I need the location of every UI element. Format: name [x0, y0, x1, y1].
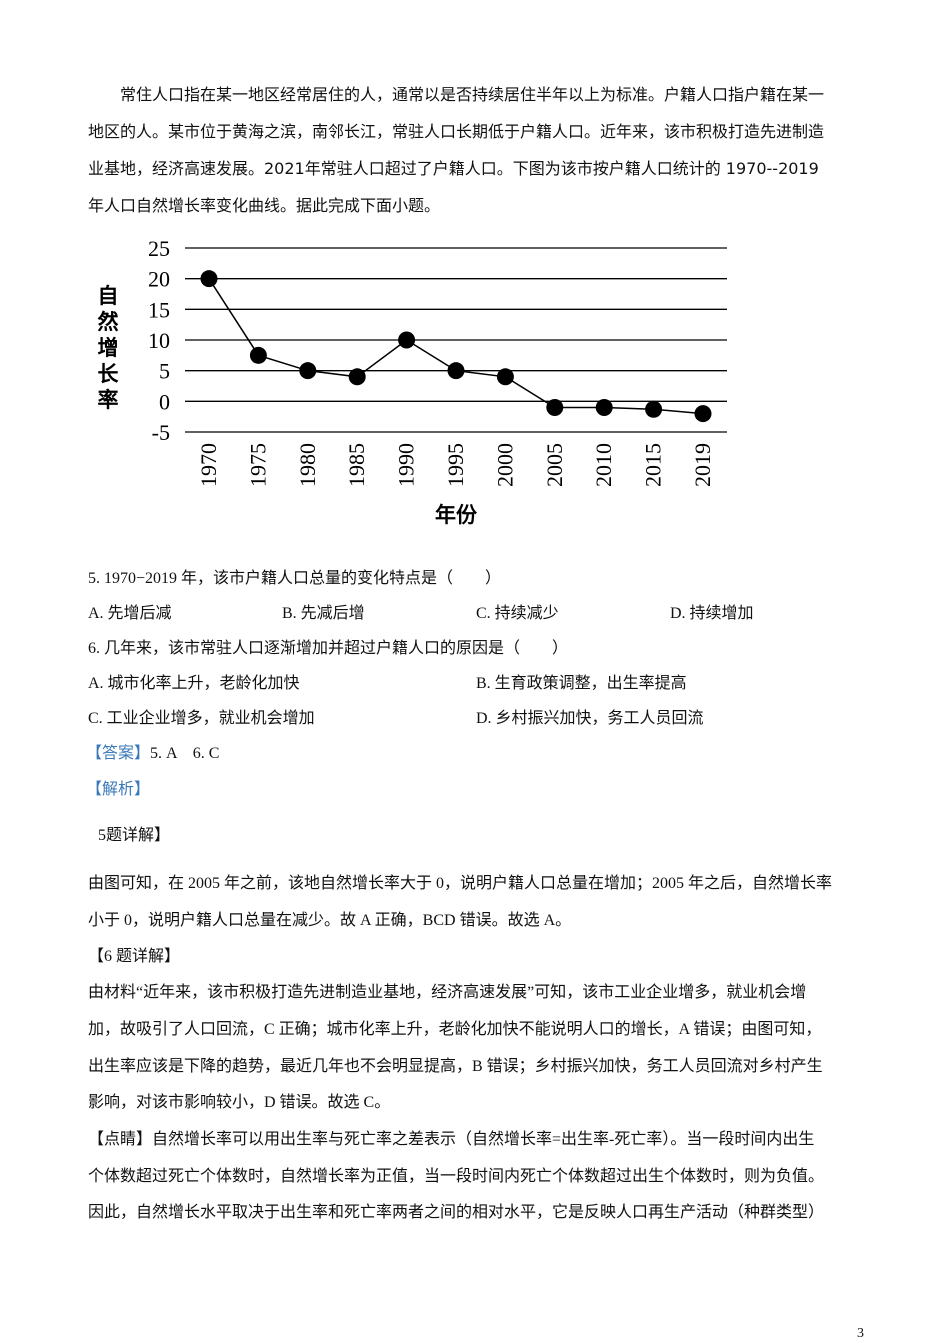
detail6-heading: 【6 题详解】: [88, 948, 181, 965]
y-tick-label: 0: [159, 389, 170, 414]
q5-option-b: B. 先减后增: [282, 605, 365, 622]
data-point-1990: [398, 331, 416, 349]
series-line: [208, 278, 704, 415]
q5-option-a: A. 先增后减: [88, 605, 172, 622]
y-tick-label: 5: [159, 359, 170, 384]
q6-option-a: A. 城市化率上升，老龄化加快: [88, 675, 300, 692]
tip-line: 【点睛】自然增长率可以用出生率与死亡率之差表示（自然增长率=出生率-死亡率）。当…: [88, 1131, 815, 1148]
q5-stem: 5. 1970−2019 年，该市户籍人口总量的变化特点是（ ）: [88, 570, 502, 587]
x-tick-label: 2000: [492, 443, 517, 487]
intro-line: 地区的人。某市位于黄海之滨，南邻长江，常驻人口长期低于户籍人口。近年来，该市积极…: [88, 122, 825, 141]
detail6-line: 出生率应该是下降的趋势，最近几年也不会明显提高，B 错误；乡村振兴加快，务工人员…: [88, 1058, 823, 1075]
q6-option-b: B. 生育政策调整，出生率提高: [476, 675, 687, 692]
detail5-line: 由图可知，在 2005 年之前，该地自然增长率大于 0，说明户籍人口总量在增加；…: [88, 875, 833, 892]
detail6-line: 由材料“近年来，该市积极打造先进制造业基地，经济高速发展”可知，该市工业企业增多…: [88, 984, 807, 1001]
data-point-1985: [348, 368, 366, 386]
x-tick-label: 1985: [344, 443, 369, 487]
data-point-2000: [496, 368, 514, 386]
intro-line: 业基地，经济高速发展。2021年常驻人口超过了户籍人口。下图为该市按户籍人口统计…: [88, 159, 819, 178]
x-axis-label: 年份: [435, 503, 478, 527]
q6-stem: 6. 几年来，该市常驻人口逐渐增加并超过户籍人口的原因是（ ）: [88, 640, 569, 657]
y-tick-label: 10: [148, 328, 170, 353]
analysis-tag: 【解析】: [86, 781, 151, 798]
data-point-2005: [546, 398, 564, 416]
answer-line: 【答案】5. A 6. C: [86, 739, 219, 763]
detail6-line: 加，故吸引了人口回流，C 正确；城市化率上升，老龄化加快不能说明人口的增长，A …: [88, 1021, 822, 1038]
data-point-1970: [200, 270, 218, 288]
data-point-1995: [447, 362, 465, 380]
x-tick-label: 1970: [196, 443, 221, 487]
x-tick-label: 1995: [443, 443, 468, 487]
data-point-2015: [645, 400, 663, 418]
y-tick-label: 20: [148, 267, 170, 292]
data-point-2010: [595, 398, 613, 416]
x-tick-label: 2019: [690, 443, 715, 487]
intro-line: 常住人口指在某一地区经常居住的人，通常以是否持续居住半年以上为标准。户籍人口指户…: [120, 85, 825, 104]
y-axis-label: 自然增长率: [98, 284, 120, 412]
x-tick-label: 2010: [591, 443, 616, 487]
page-number: 3: [857, 1326, 864, 1341]
detail5-line: 小于 0，说明户籍人口总量在减少。故 A 正确，BCD 错误。故选 A。: [88, 912, 572, 929]
detail5-heading: 5题详解】: [98, 827, 171, 844]
x-tick-label: 1975: [245, 443, 270, 487]
answer-text: 5. A 6. C: [150, 745, 220, 762]
detail6-line: 影响，对该市影响较小，D 错误。故选 C。: [88, 1094, 391, 1111]
tip-line: 因此，自然增长水平取决于出生率和死亡率两者之间的相对水平，它是反映人口再生产活动…: [88, 1204, 825, 1221]
y-tick-label: 25: [148, 236, 170, 261]
answer-tag: 【答案】: [86, 745, 151, 762]
data-point-2019: [694, 405, 712, 423]
q5-option-c: C. 持续减少: [476, 605, 559, 622]
q6-option-d: D. 乡村振兴加快，务工人员回流: [476, 710, 704, 727]
data-point-1980: [299, 362, 317, 380]
x-tick-label: 1990: [394, 443, 419, 487]
y-tick-label: -5: [152, 420, 170, 445]
x-tick-label: 2005: [542, 443, 567, 487]
x-tick-label: 1980: [295, 443, 320, 487]
tip-line: 个体数超过死亡个体数时，自然增长率为正值，当一段时间内死亡个体数超过出生个体数时…: [88, 1168, 825, 1185]
intro-line: 年人口自然增长率变化曲线。据此完成下面小题。: [88, 196, 441, 215]
x-tick-label: 2015: [641, 443, 666, 487]
q6-option-c: C. 工业企业增多，就业机会增加: [88, 710, 315, 727]
data-point-1975: [249, 346, 267, 364]
q5-option-d: D. 持续增加: [670, 605, 754, 622]
y-tick-label: 15: [148, 297, 170, 322]
